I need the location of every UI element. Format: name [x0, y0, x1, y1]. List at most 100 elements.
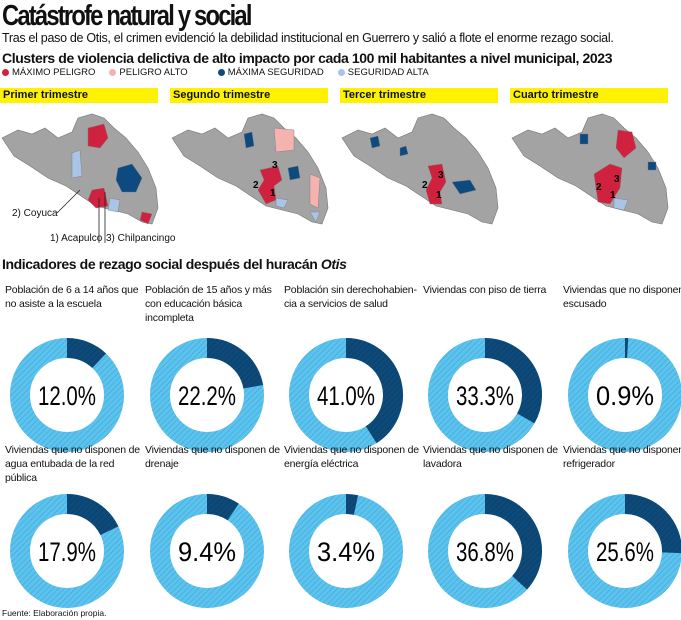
indicator-label: Viviendas que no disponen de agua entuba… — [5, 444, 140, 484]
donut-value-label: 33.3% — [456, 381, 514, 411]
state-outline — [341, 113, 499, 225]
donut-value-segment — [345, 494, 359, 515]
municipality-cluster — [309, 211, 321, 223]
indicator-label: Viviendas que no disponen de drenaje — [145, 444, 280, 470]
donut-chart: 22.2% — [150, 338, 264, 452]
indicator-8: Viviendas que no disponen de energía elé… — [284, 443, 419, 614]
indicator-6: Viviendas que no disponen de agua entuba… — [5, 443, 140, 614]
indicator-9: Viviendas que no disponen de lavadora 36.… — [423, 443, 558, 614]
municipality-number: 1 — [610, 190, 616, 201]
donut-value-label: 22.2% — [178, 381, 236, 411]
indicator-label: Viviendas que no disponen de lavadora — [423, 444, 558, 470]
municipality-number: 3 — [272, 160, 278, 171]
legend-dot — [337, 69, 345, 76]
municipality-cluster — [87, 123, 109, 149]
donut-chart: 3.4% — [289, 494, 403, 608]
donut-chart: 12.0% — [10, 338, 124, 452]
donut-value-label: 12.0% — [38, 381, 96, 411]
municipality-cluster — [369, 135, 381, 149]
donut-value-segment — [66, 338, 107, 369]
guerrero-map-q3: 321 — [341, 113, 499, 225]
donut-chart: 0.9% — [568, 338, 681, 452]
donut-value-label: 36.8% — [456, 537, 514, 567]
indicator-label: Población de 6 a 14 años que no asiste a… — [5, 284, 139, 310]
annotation-acapulco: 1) Acapulco — [50, 233, 103, 244]
quarter-label-4: Cuarto trimestre — [510, 88, 668, 103]
municipality-cluster — [309, 173, 321, 209]
indicator-label: Viviendas con piso de tierra — [423, 284, 547, 296]
indicator-3: Población sin derechohabien­cia a servic… — [284, 283, 419, 458]
municipality-cluster — [579, 133, 589, 145]
donut-value-segment — [66, 494, 119, 536]
indicators-heading: Indicadores de rezago social después del… — [2, 256, 347, 272]
indicator-2: Población de 15 años y más con educación… — [145, 283, 280, 458]
donut-chart: 41.0% — [289, 338, 403, 452]
donut-chart: 9.4% — [150, 494, 264, 608]
legend-label: SEGURIDAD ALTA — [347, 67, 429, 78]
donut-chart: 25.6% — [568, 494, 681, 608]
source-note: Fuente: Elaboración propia. — [2, 608, 107, 618]
municipality-number: 1 — [270, 188, 276, 199]
donut-value-segment — [345, 338, 403, 444]
municipality-cluster — [139, 211, 153, 225]
indicator-label: Viviendas que no disponen de escusado — [563, 284, 681, 310]
donut-value-label: 9.4% — [178, 537, 236, 567]
donut-value-label: 25.6% — [596, 537, 654, 567]
donut-chart: 17.9% — [10, 494, 124, 608]
municipality-cluster — [71, 149, 83, 179]
municipality-cluster — [613, 197, 629, 211]
annotation-chilpancingo: 3) Chilpancingo — [106, 233, 176, 244]
municipality-number: 3 — [438, 170, 444, 181]
maps-legend: MÁXIMO PELIGRO PELIGRO ALTO MÁXIMA SEGUR… — [2, 67, 443, 78]
indicator-5: Viviendas que no disponen de escusado 0.9… — [563, 283, 681, 458]
municipality-cluster — [399, 145, 409, 157]
legend-dot — [217, 69, 225, 76]
legend-label: MÁXIMA SEGURIDAD — [227, 67, 324, 78]
donut-value-segment — [484, 338, 542, 424]
municipality-cluster — [243, 131, 255, 149]
donut-value-label: 41.0% — [317, 381, 375, 411]
guerrero-map-q4: 3 21 — [511, 113, 669, 225]
municipality-cluster — [615, 129, 637, 159]
indicator-label: Viviendas que no disponen de refrigerado… — [563, 444, 681, 470]
indicator-label: Población sin derechohabien­cia a servic… — [284, 284, 417, 310]
municipality-cluster — [107, 197, 121, 213]
indicator-10: Viviendas que no disponen de refrigerado… — [563, 443, 681, 614]
indicator-label: Población de 15 años y más con educación… — [145, 284, 272, 324]
annotation-lines — [56, 189, 106, 243]
municipality-cluster — [647, 161, 657, 171]
donut-chart: 36.8% — [428, 494, 542, 608]
heading-text: Indicadores de rezago social después del… — [2, 256, 321, 272]
municipality-cluster — [115, 163, 143, 193]
municipality-cluster — [451, 179, 477, 195]
quarter-label-2: Segundo trimestre — [170, 88, 328, 103]
legend-label: PELIGRO ALTO — [119, 67, 188, 78]
legend-item-max-danger: MÁXIMO PELIGRO — [2, 67, 95, 78]
legend-item-max-safety: MÁXIMA SEGURIDAD — [217, 67, 324, 78]
municipality-number: 3 — [614, 174, 620, 185]
donut-value-label: 0.9% — [596, 381, 654, 411]
indicator-7: Viviendas que no disponen de drenaje 9.4% — [145, 443, 280, 614]
municipality-number: 2 — [422, 180, 428, 191]
maps-heading: Clusters de violencia delictiva de alto … — [2, 50, 613, 66]
legend-item-high-danger: PELIGRO ALTO — [109, 67, 188, 78]
guerrero-map-q2: 3 21 — [171, 113, 329, 225]
legend-label: MÁXIMO PELIGRO — [12, 67, 96, 78]
donut-value-segment — [206, 494, 239, 521]
page-title: Catástrofe natural y social — [2, 0, 252, 32]
annotation-coyuca: 2) Coyuca — [12, 208, 58, 219]
quarter-label-3: Tercer trimestre — [340, 88, 498, 103]
donut-value-segment — [484, 494, 542, 590]
municipality-cluster — [425, 163, 447, 205]
municipality-number: 2 — [253, 180, 259, 191]
heading-italic: Otis — [320, 256, 347, 272]
municipality-cluster — [593, 163, 623, 205]
municipality-cluster — [275, 197, 289, 209]
indicator-1: Población de 6 a 14 años que no asiste a… — [5, 283, 140, 458]
legend-dot — [2, 69, 9, 76]
municipality-cluster — [273, 127, 295, 153]
municipality-number: 1 — [436, 190, 442, 201]
donut-value-segment — [624, 494, 681, 554]
donut-value-segment — [206, 338, 264, 390]
